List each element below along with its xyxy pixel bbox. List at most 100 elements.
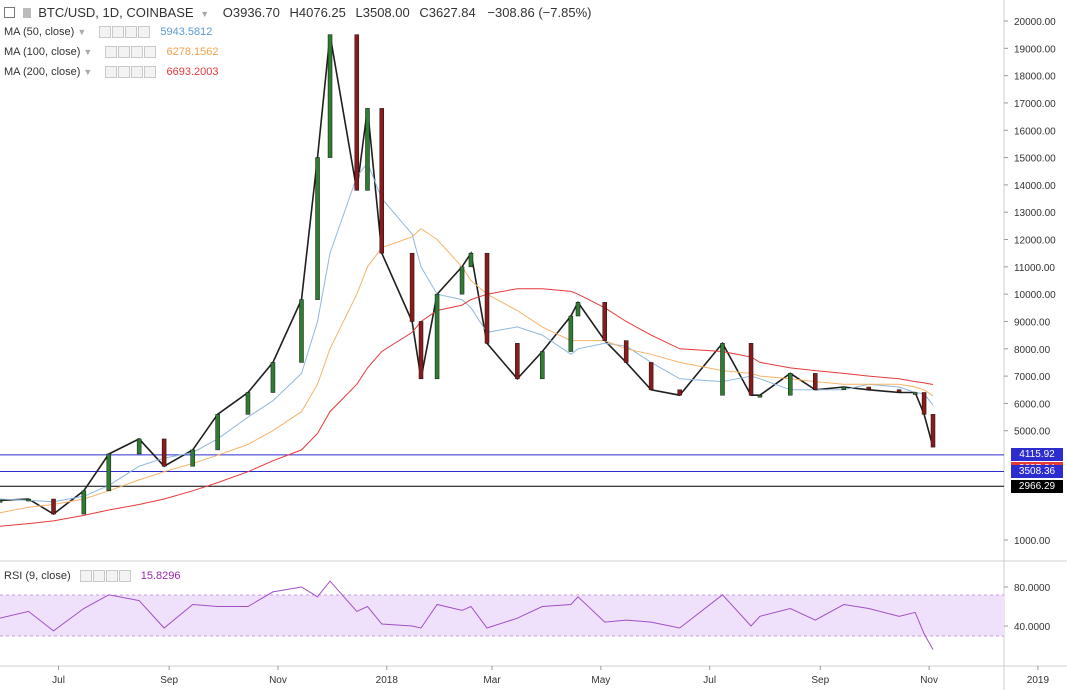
price-candle (757, 394, 763, 398)
ohlc-values: O3936.70 H4076.25 L3508.00 C3627.84 −308… (217, 5, 592, 20)
add-icon[interactable] (131, 66, 144, 79)
time-tick-label: Sep (160, 675, 178, 686)
price-candle (930, 414, 936, 448)
close-icon[interactable] (144, 46, 157, 59)
low-label: L (355, 5, 363, 20)
chevron-down-icon[interactable]: ▼ (77, 27, 87, 37)
price-candle (161, 438, 167, 467)
rsi-axis: 80.0000 40.0000 (1004, 583, 1051, 633)
study-label[interactable]: MA (100, close) (4, 46, 81, 58)
time-tick-label: Nov (920, 675, 938, 686)
price-candle (81, 490, 87, 515)
price-candle (468, 252, 474, 268)
price-candle (51, 498, 56, 515)
study-ma200[interactable]: MA (200, close) ▼ 6693.2003 (4, 66, 219, 79)
rsi-line (0, 580, 934, 650)
study-value: 6278.1562 (166, 46, 219, 58)
gear-icon[interactable] (118, 66, 131, 79)
price-candle (602, 302, 608, 341)
price-candle (788, 373, 793, 396)
price-candle (190, 449, 195, 467)
add-icon[interactable] (131, 46, 144, 59)
chevron-down-icon[interactable]: ▼ (83, 67, 93, 77)
ma50-line (0, 162, 934, 503)
price-tag: 3508.36 (1011, 464, 1063, 478)
study-buttons (79, 570, 132, 583)
rsi-band (0, 595, 1004, 636)
price-tick-label: 11000.00 (1014, 263, 1055, 274)
price-tick-label: 13000.00 (1014, 208, 1056, 219)
price-tick-label: 9000.00 (1014, 317, 1051, 328)
price-candle (409, 252, 415, 322)
price-candle (813, 373, 818, 391)
price-tick-label: 8000.00 (1014, 345, 1051, 356)
study-value: 5943.5812 (160, 26, 213, 38)
study-value: 6693.2003 (166, 66, 219, 78)
price-candle (106, 453, 112, 492)
add-icon[interactable] (105, 570, 118, 583)
time-tick-label: 2019 (1027, 675, 1050, 686)
visibility-icon[interactable] (105, 46, 118, 59)
symbol-flag-icon (22, 8, 31, 18)
price-tick-label: 17000.00 (1014, 99, 1056, 110)
price-tag: 4115.92 (1011, 448, 1063, 462)
chevron-down-icon[interactable]: ▼ (83, 47, 93, 57)
price-candle (299, 299, 304, 363)
price-candle (0, 500, 3, 503)
time-tick-label: Mar (483, 675, 501, 686)
close-icon[interactable] (144, 66, 157, 79)
study-label[interactable]: MA (200, close) (4, 66, 81, 78)
price-tick-label: 19000.00 (1014, 44, 1056, 55)
study-ma100[interactable]: MA (100, close) ▼ 6278.1562 (4, 46, 219, 59)
close-label: C (419, 5, 429, 20)
add-icon[interactable] (125, 26, 138, 39)
price-candle (327, 34, 333, 158)
high-value: 4076.25 (298, 5, 346, 20)
price-tag: 2966.29 (1011, 479, 1063, 493)
collapse-icon[interactable] (4, 7, 15, 18)
study-buttons (99, 26, 151, 39)
gear-icon[interactable] (112, 26, 125, 39)
gear-icon[interactable] (92, 570, 105, 583)
gear-icon[interactable] (118, 46, 131, 59)
symbol-label[interactable]: BTC/USD, 1D, COINBASE (38, 5, 194, 20)
price-candle (912, 392, 918, 395)
price-candle (720, 343, 725, 396)
visibility-icon[interactable] (105, 66, 118, 79)
time-tick-label: Jul (52, 675, 65, 686)
price-candle (748, 343, 754, 396)
study-ma50[interactable]: MA (50, close) ▼ 5943.5812 (4, 26, 213, 39)
visibility-icon[interactable] (99, 26, 112, 39)
price-candle (136, 438, 142, 455)
study-label[interactable]: MA (50, close) (4, 26, 75, 38)
price-candle (26, 498, 31, 502)
price-candle (418, 321, 424, 380)
close-icon[interactable] (138, 26, 151, 39)
price-tick-label: 1000.00 (1014, 536, 1051, 547)
price-tick-label: 16000.00 (1014, 126, 1056, 137)
study-value: 15.8296 (140, 570, 181, 582)
visibility-icon[interactable] (79, 570, 92, 583)
price-candle (270, 362, 276, 393)
close-icon[interactable] (118, 570, 131, 583)
price-candle (365, 108, 370, 191)
open-value: 3936.70 (232, 5, 280, 20)
price-candle (575, 302, 581, 317)
symbol-header: BTC/USD, 1D, COINBASE ▼ O3936.70 H4076.2… (4, 5, 591, 20)
price-candle (515, 343, 520, 380)
time-axis: Jul Sep Nov 2018 Mar May Jul Sep Nov 2019 (52, 666, 1049, 686)
price-tick-label: 10000.00 (1014, 290, 1056, 301)
study-label[interactable]: RSI (9, close) (4, 570, 71, 582)
high-label: H (289, 5, 299, 20)
price-candle (215, 414, 220, 451)
change-value: −308.86 (−7.85%) (487, 5, 592, 20)
price-tick-label: 20000.00 (1014, 17, 1056, 28)
price-tick-label: 12000.00 (1014, 236, 1056, 247)
chevron-down-icon[interactable]: ▼ (200, 9, 210, 19)
price-candle (921, 392, 927, 415)
ma200-line (0, 288, 934, 527)
study-rsi[interactable]: RSI (9, close) 15.8296 (4, 570, 181, 583)
price-series (0, 34, 934, 515)
